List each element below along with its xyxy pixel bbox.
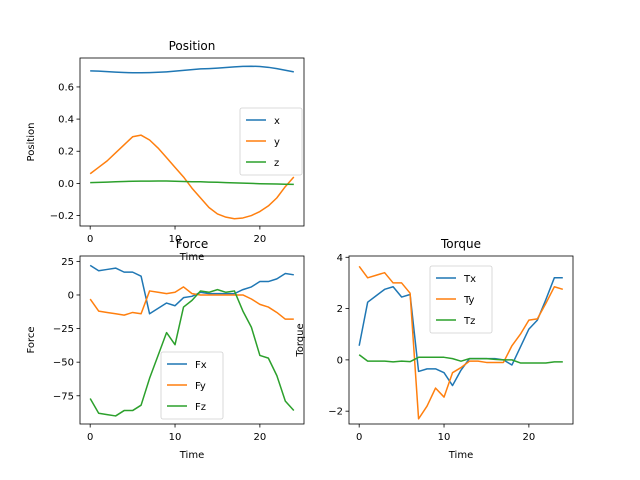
chart-title: Position (169, 39, 216, 53)
legend-label-fy: Fy (195, 381, 206, 392)
chart-title: Torque (440, 237, 481, 251)
y-tick-label: 0.2 (58, 147, 74, 158)
series-line-ty (358, 265, 564, 420)
legend-box (160, 351, 224, 420)
legend: Fx Fy Fz (160, 351, 224, 420)
x-tick-label: 10 (438, 432, 451, 443)
legend-label-ty: Ty (463, 295, 475, 306)
x-tick-label: 10 (169, 234, 182, 245)
x-tick-label: 20 (254, 234, 267, 245)
y-tick-label: −75 (53, 391, 74, 402)
series-line-fz (89, 288, 295, 417)
series-line-tz (358, 354, 563, 364)
y-tick-label: 0.6 (58, 82, 74, 93)
legend-label-z: z (274, 158, 279, 169)
y-tick-label: 0 (68, 290, 74, 301)
y-tick-label: −2 (328, 407, 343, 418)
y-tick-label: 25 (61, 257, 74, 268)
series-line-z (90, 180, 294, 186)
x-tick-label: 20 (523, 432, 536, 443)
x-tick-label: 0 (356, 432, 362, 443)
y-axis-label: Force (26, 326, 37, 353)
x-tick-label: 10 (169, 432, 182, 443)
legend-label-x: x (274, 116, 280, 127)
legend-label-y: y (274, 137, 280, 148)
y-tick-label: −25 (53, 324, 74, 335)
x-tick-label: 0 (87, 234, 93, 245)
chart-title: Force (176, 237, 208, 251)
subplot-position: 0 10 20 −0.2 0.0 0.2 0.4 0.6 Position Time Positio… (26, 39, 305, 263)
x-tick-label: 20 (254, 432, 267, 443)
y-tick-label: −0.2 (50, 211, 74, 222)
x-axis-label: Time (448, 450, 473, 461)
series-line-tx (358, 277, 563, 387)
legend-label-tx: Tx (463, 274, 476, 285)
plot-frame (348, 255, 574, 425)
series-line-fy (89, 286, 294, 320)
y-tick-label: 0 (337, 355, 343, 366)
y-tick-label: −50 (53, 358, 74, 369)
x-axis-label: Time (179, 252, 204, 263)
legend-box (429, 265, 493, 334)
x-axis-label: Time (179, 450, 204, 461)
series-line-x (90, 65, 294, 74)
series-line-fx (89, 264, 294, 315)
legend-box (239, 107, 303, 176)
y-tick-label: 2 (337, 304, 343, 315)
y-axis-label: Position (26, 123, 37, 162)
y-tick-label: 4 (337, 253, 343, 264)
legend: xyz (239, 107, 303, 176)
legend-label-fx: Fx (195, 360, 207, 371)
series-line-y (89, 134, 295, 220)
plot-frame (79, 255, 305, 425)
y-tick-label: 0.4 (58, 115, 74, 126)
x-tick-label: 0 (87, 432, 93, 443)
plot-frame (79, 57, 305, 227)
subplot-torque: 0 10 20 −2 0 2 4 Torque Time Torque Tx Ty Tz (295, 237, 574, 461)
y-axis-label: Torque (295, 323, 306, 357)
y-tick-label: 0.0 (58, 179, 74, 190)
legend-label-fz: Fz (195, 402, 206, 413)
legend: Tx Ty Tz (429, 265, 493, 334)
legend-label-tz: Tz (463, 316, 475, 327)
